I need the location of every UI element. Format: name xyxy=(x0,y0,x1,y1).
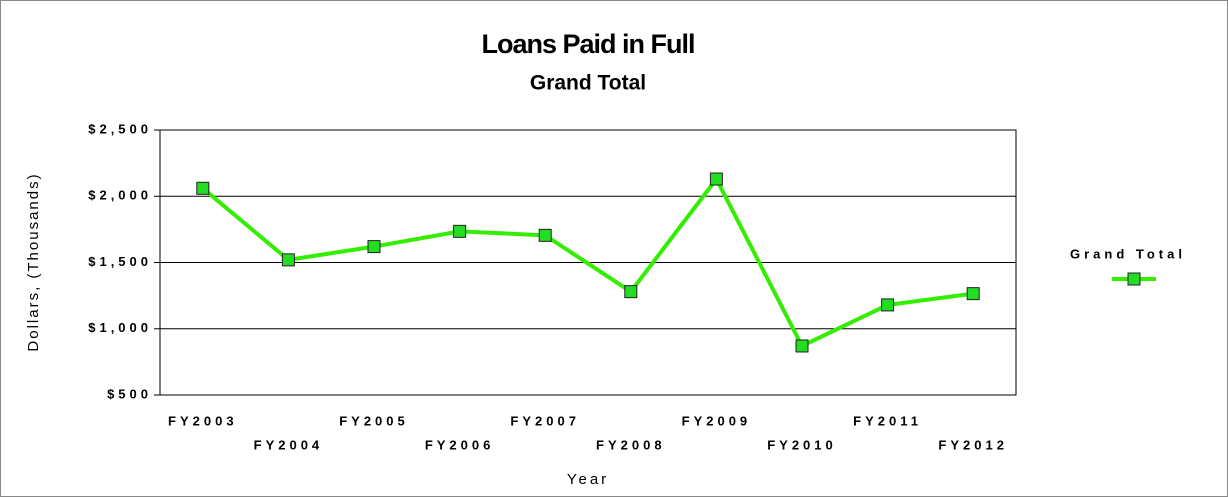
x-tick-label: FY2007 xyxy=(510,413,580,428)
data-point xyxy=(624,285,638,299)
chart-title: Loans Paid in Full xyxy=(481,29,694,59)
data-point xyxy=(196,181,210,195)
legend-marker xyxy=(1127,272,1141,286)
y-axis-label: Dollars, (Thousands) xyxy=(25,172,42,351)
x-axis-label: Year xyxy=(567,471,609,488)
y-tick-label: $500 xyxy=(107,386,152,401)
data-point xyxy=(453,224,467,238)
x-tick-label: FY2011 xyxy=(853,413,922,428)
data-point xyxy=(538,228,552,242)
data-point xyxy=(367,240,381,254)
data-point xyxy=(795,339,809,353)
series-line xyxy=(201,175,974,349)
data-point xyxy=(709,172,723,186)
x-tick-label: FY2010 xyxy=(767,437,837,452)
x-tick-label: FY2006 xyxy=(425,437,495,452)
y-tick-label: $2,500 xyxy=(88,121,152,136)
data-point xyxy=(966,287,980,301)
x-tick-label: FY2008 xyxy=(596,437,666,452)
y-tick-label: $2,000 xyxy=(88,188,152,203)
legend-label: Grand Total xyxy=(1070,246,1186,261)
y-tick-label: $1,000 xyxy=(88,320,152,335)
data-point xyxy=(281,253,295,267)
chart-subtitle: Grand Total xyxy=(530,72,646,95)
x-tick-label: FY2005 xyxy=(339,413,409,428)
x-tick-label: FY2004 xyxy=(254,437,324,452)
y-tick-label: $1,500 xyxy=(88,254,152,269)
x-tick-label: FY2009 xyxy=(682,413,752,428)
x-tick-label: FY2012 xyxy=(938,437,1008,452)
data-point xyxy=(881,298,895,312)
x-tick-label: FY2003 xyxy=(168,413,238,428)
